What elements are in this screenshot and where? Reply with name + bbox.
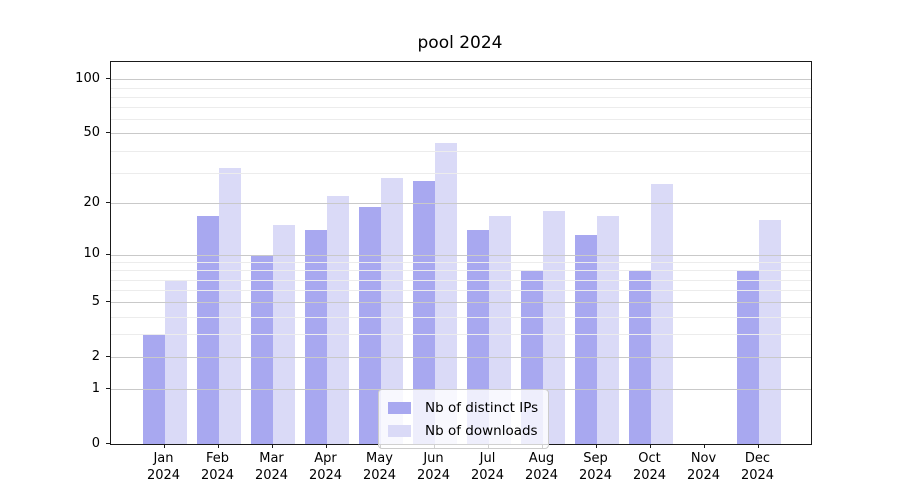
x-tick-mark [271,444,273,448]
bar-downloads [488,215,511,444]
x-label-month: Nov [690,451,717,466]
x-label-month: Apr [314,451,337,466]
x-label-month: Mar [259,451,284,466]
x-tick-label: Mar 2024 [245,451,299,484]
x-label-month: Aug [528,451,555,466]
x-label-month: Oct [638,451,661,466]
x-label-month: May [366,451,393,466]
bar-downloads [164,279,187,444]
bar-distinct-ips [412,180,435,444]
x-tick-mark [325,444,327,448]
x-label-month: Jul [479,451,496,466]
x-label-month: Jun [423,451,444,466]
x-tick-label: Oct 2024 [623,451,677,484]
bar-distinct-ips [142,334,165,444]
x-tick-label: Sep 2024 [569,451,623,484]
legend-swatch-downloads [388,424,411,437]
bar-downloads [380,177,403,444]
bar-distinct-ips [304,230,327,444]
bar-distinct-ips [358,207,381,444]
y-tick-label: 10 [83,246,100,261]
bar-downloads [326,196,349,444]
y-tick-mark [106,443,110,444]
bar-distinct-ips [574,235,597,444]
y-tick-mark [106,132,110,134]
y-tick-label: 2 [91,348,100,364]
y-tick-mark [106,78,110,80]
bar-downloads [272,224,295,444]
x-label-year: 2024 [362,467,397,483]
bar-downloads [650,183,673,444]
x-tick-mark [757,444,759,448]
x-label-year: 2024 [254,467,289,483]
y-tick-label: 1 [91,380,100,396]
x-label-year: 2024 [632,467,667,483]
x-tick-label: Nov 2024 [677,451,731,484]
y-tick-label: 5 [91,293,100,309]
x-label-month: Sep [583,451,608,466]
x-label-year: 2024 [470,467,505,483]
bars-layer [111,62,811,444]
x-label-year: 2024 [578,467,613,483]
y-tick-mark [106,301,110,303]
x-tick-label: May 2024 [353,451,407,484]
bar-downloads [542,211,565,444]
legend: Nb of distinct IPs Nb of downloads [378,389,550,449]
x-label-year: 2024 [200,467,235,483]
y-tick-label: 20 [83,194,100,210]
x-label-year: 2024 [416,467,451,483]
x-label-year: 2024 [740,467,775,483]
y-tick-label: 0 [91,435,100,451]
plot-area: Nb of distinct IPs Nb of downloads [110,61,812,449]
x-tick-label: Apr 2024 [299,451,353,484]
x-tick-mark [703,444,705,448]
y-tick-label: 100 [75,70,100,86]
x-tick-label: Jun 2024 [407,451,461,484]
x-tick-label: Aug 2024 [515,451,569,484]
x-label-year: 2024 [308,467,343,483]
x-label-year: 2024 [146,467,181,483]
bar-distinct-ips [250,254,273,444]
bar-downloads [434,143,457,444]
legend-entry-distinct-ips: Nb of distinct IPs [388,396,538,419]
bar-downloads [218,167,241,444]
bar-distinct-ips [196,215,219,444]
x-tick-mark [649,444,651,448]
x-tick-label: Jan 2024 [137,451,191,484]
x-label-year: 2024 [686,467,721,483]
x-tick-mark [595,444,597,448]
x-label-month: Dec [744,451,771,466]
y-tick-label: 50 [83,124,100,140]
x-tick-label: Jul 2024 [461,451,515,484]
legend-swatch-distinct-ips [388,401,411,414]
bar-downloads [758,220,781,444]
legend-label-distinct-ips: Nb of distinct IPs [425,399,539,416]
x-tick-label: Feb 2024 [191,451,245,484]
x-label-month: Jan [153,451,174,466]
bar-distinct-ips [736,270,759,444]
bar-downloads [596,215,619,444]
legend-label-downloads: Nb of downloads [425,422,538,439]
legend-entry-downloads: Nb of downloads [388,419,538,442]
x-label-month: Feb [205,451,230,466]
y-tick-mark [106,253,110,255]
chart-title: pool 2024 [417,33,503,53]
y-tick-mark [106,202,110,204]
y-tick-mark [106,388,110,390]
x-tick-mark [217,444,219,448]
bar-distinct-ips [628,270,651,444]
x-tick-mark [163,444,165,448]
y-tick-mark [106,356,110,358]
x-tick-label: Dec 2024 [731,451,785,484]
x-label-year: 2024 [524,467,559,483]
